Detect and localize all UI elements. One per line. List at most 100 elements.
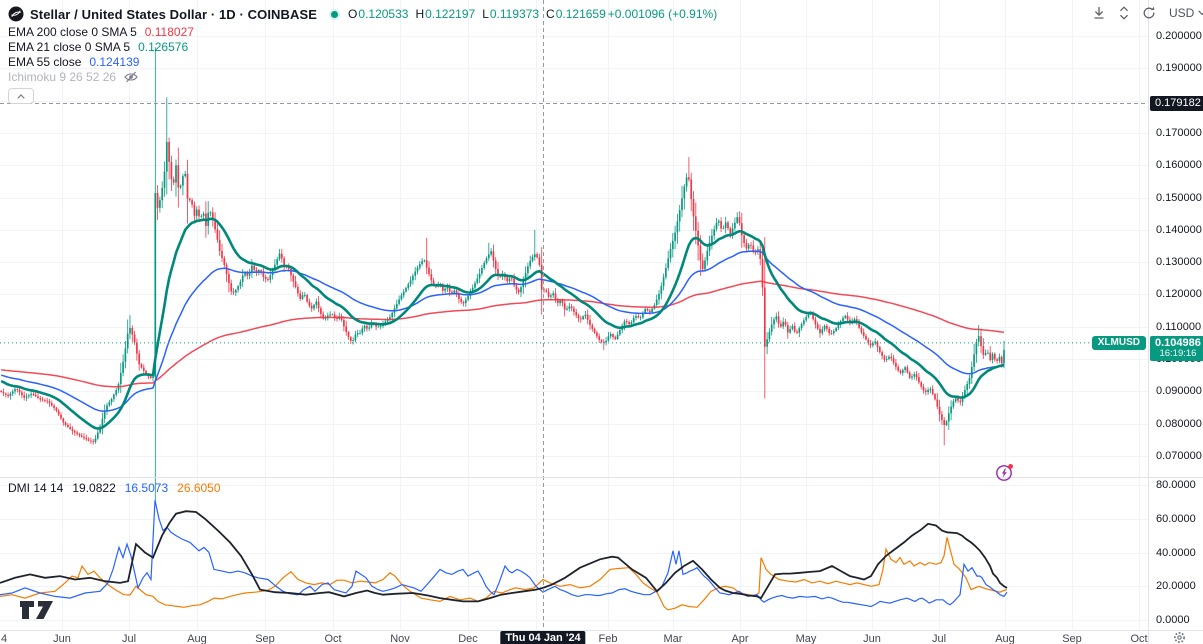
price-axis-border <box>1148 0 1149 644</box>
legend-collapse-button[interactable] <box>8 88 34 104</box>
boost-button[interactable] <box>994 461 1016 483</box>
dmi-minusdi-value: 26.6050 <box>177 481 221 495</box>
tradingview-logo[interactable] <box>18 599 76 621</box>
market-status-icon[interactable] <box>331 10 339 18</box>
indicator-legend: EMA 200 close 0 SMA 5 0.118027 EMA 21 cl… <box>8 24 194 104</box>
ema200-line <box>1 280 1005 388</box>
refresh-button[interactable] <box>1138 3 1160 23</box>
chevron-up-icon <box>17 93 25 99</box>
dmi-axis-label: 60.0000 <box>1156 512 1196 525</box>
ohlc-value: 0.119373 <box>489 7 540 21</box>
gear-icon <box>1174 632 1185 643</box>
refresh-icon <box>1143 6 1155 19</box>
time-axis-settings-button[interactable] <box>1173 631 1186 644</box>
legend-ichimoku[interactable]: Ichimoku 9 26 52 26 <box>8 69 194 84</box>
dmi-plusdi-value: 16.5073 <box>124 481 169 495</box>
ohlc-key: L <box>482 7 489 21</box>
ohlc-item: C0.121659 <box>546 7 606 21</box>
ema21-label: EMA 21 close 0 SMA 5 <box>8 39 131 54</box>
ohlc-value: 0.120533 <box>358 7 409 21</box>
expand-vertical-icon <box>1120 6 1128 20</box>
price-axis-label: 0.120000 <box>1156 288 1202 301</box>
time-axis-label: Nov <box>390 633 410 644</box>
legend-ema55[interactable]: EMA 55 close 0.124139 <box>8 54 194 69</box>
bar-countdown: 16:19:16 <box>1159 347 1197 359</box>
lightning-boost-icon <box>996 464 1013 481</box>
ohlc-item: H0.122197 <box>415 7 475 21</box>
download-icon <box>1094 6 1104 19</box>
time-axis-label: Sep <box>1062 633 1082 644</box>
ema200-label: EMA 200 close 0 SMA 5 <box>8 24 137 39</box>
maximize-pane-button[interactable] <box>1113 3 1135 23</box>
time-axis-label: Mar <box>663 633 683 644</box>
ohlc-item: O0.120533 <box>348 7 408 21</box>
currency-dropdown[interactable]: USD <box>1163 6 1203 20</box>
time-axis-label: Sep <box>255 633 275 644</box>
ema55-label: EMA 55 close <box>8 54 82 69</box>
tradingview-logo-icon <box>20 601 53 619</box>
legend-ema200[interactable]: EMA 200 close 0 SMA 5 0.118027 <box>8 24 194 39</box>
ohlc-item: L0.119373 <box>482 7 539 21</box>
pane-separator[interactable] <box>0 477 1203 478</box>
time-axis-label: Jul <box>931 633 947 644</box>
dmi-lines <box>0 500 1008 611</box>
price-axis-label: 0.130000 <box>1156 256 1202 269</box>
price-axis-label: 0.190000 <box>1156 62 1202 75</box>
price-axis-label: 0.200000 <box>1156 30 1202 42</box>
dmi-axis-label: 40.0000 <box>1156 546 1196 559</box>
price-axis-label: 0.080000 <box>1156 417 1202 430</box>
adx-line <box>0 510 1008 603</box>
change-value: +0.001096 (+0.91%) <box>607 7 718 21</box>
time-axis-label: Oct <box>1130 633 1148 644</box>
ohlc-key: H <box>415 7 425 21</box>
price-axis-label: 0.090000 <box>1156 385 1202 398</box>
symbol-price-flag: XLMUSD <box>1091 335 1146 350</box>
time-axis-label: Dec <box>458 633 478 644</box>
stellar-logo-icon <box>8 6 24 22</box>
chart-toolbar: USD <box>1088 3 1203 23</box>
symbol-title[interactable]: Stellar / United States Dollar · 1D · CO… <box>30 6 318 22</box>
time-axis-label: Aug <box>187 633 207 644</box>
chevron-down-icon <box>1198 10 1203 16</box>
time-axis-label: Apr <box>731 633 749 644</box>
last-price-value: 0.104986 <box>1155 336 1201 349</box>
eye-off-icon[interactable] <box>124 71 138 83</box>
price-axis-label: 0.160000 <box>1156 159 1202 172</box>
download-button[interactable] <box>1088 3 1110 23</box>
ema55-value: 0.124139 <box>89 54 140 69</box>
time-axis-label: Jun <box>863 633 881 644</box>
price-axis-label: 0.140000 <box>1156 223 1202 236</box>
crosshair-price-label: 0.179182 <box>1150 96 1203 111</box>
time-axis-label: Oct <box>324 633 342 644</box>
time-axis-border <box>0 630 1203 631</box>
ema200-value: 0.118027 <box>144 24 194 39</box>
dmi-legend[interactable]: DMI 14 14 19.0822 16.5073 26.6050 <box>8 481 221 495</box>
currency-label: USD <box>1169 6 1195 20</box>
ohlc-value: 0.121659 <box>555 7 606 21</box>
ichimoku-label: Ichimoku 9 26 52 26 <box>8 69 117 84</box>
ohlc-key: O <box>348 7 358 21</box>
chart-canvas[interactable] <box>0 0 1148 630</box>
legend-ema21[interactable]: EMA 21 close 0 SMA 5 0.126576 <box>8 39 194 54</box>
dmi-label: DMI 14 14 <box>8 481 64 495</box>
time-axis-label: Aug <box>995 633 1015 644</box>
ema21-line <box>0 217 1005 430</box>
plus-di-line <box>0 500 1008 608</box>
last-price-badge: 0.104986 16:19:16 <box>1150 335 1203 361</box>
price-axis-label: 0.070000 <box>1156 449 1202 462</box>
ohlc-key: C <box>546 7 555 21</box>
dmi-axis-label: 20.0000 <box>1156 580 1196 593</box>
dmi-axis-label: 0.0000 <box>1156 614 1190 626</box>
ohlc-values: O0.120533 H0.122197 L0.119373 C0.121659 <box>348 7 606 21</box>
dmi-axis-label: 80.0000 <box>1156 479 1196 491</box>
time-axis-label: 4 <box>0 633 8 644</box>
price-axis-label: 0.170000 <box>1156 126 1202 139</box>
price-axis-label: 0.110000 <box>1156 320 1202 333</box>
time-axis-label: Jun <box>53 633 71 644</box>
dmi-adx-value: 19.0822 <box>72 481 116 495</box>
ohlc-value: 0.122197 <box>425 7 476 21</box>
symbol-header: Stellar / United States Dollar · 1D · CO… <box>8 4 717 24</box>
time-axis-label: May <box>795 633 817 644</box>
time-axis-label: Feb <box>598 633 618 644</box>
